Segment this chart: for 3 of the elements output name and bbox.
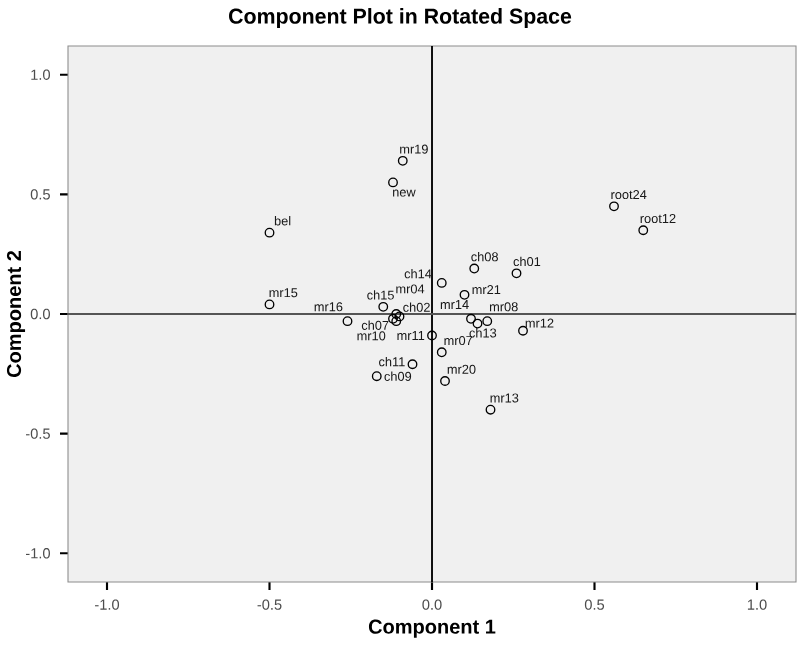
chart-title: Component Plot in Rotated Space [229, 8, 572, 28]
x-axis-title: Component 1 [368, 619, 496, 638]
y-axis-title: Component 2 [6, 250, 26, 378]
